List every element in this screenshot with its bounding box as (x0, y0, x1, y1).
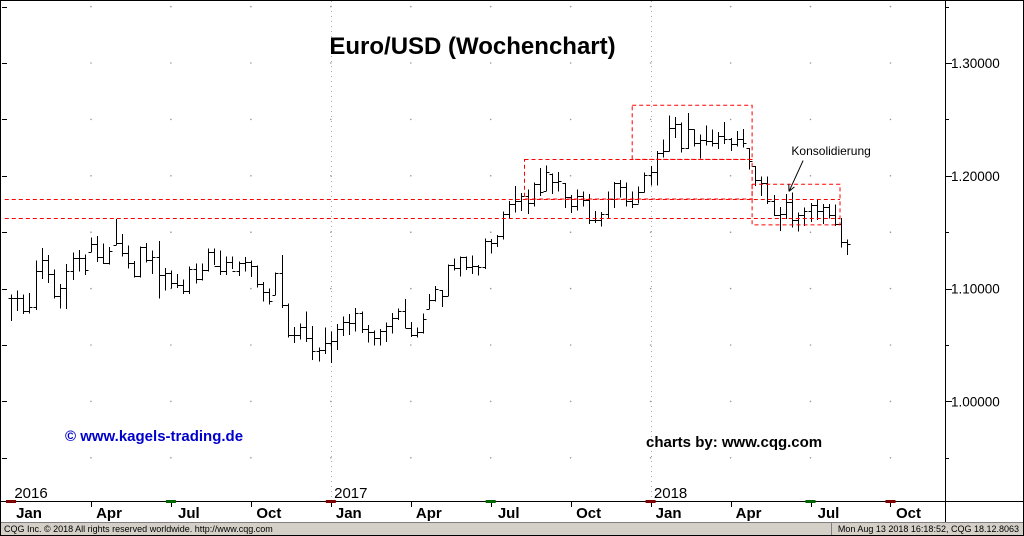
axis-period-marker (6, 500, 16, 503)
status-bar: CQG Inc. © 2018 All rights reserved worl… (1, 522, 1023, 535)
x-axis-month-label: Oct (896, 505, 921, 522)
axis-period-marker (485, 500, 496, 503)
x-axis-month-label: Jan (336, 505, 362, 522)
x-axis-month-label: Jul (818, 505, 840, 522)
axis-period-marker (805, 500, 816, 503)
axis-period-marker (645, 500, 656, 503)
price-bars (8, 113, 851, 364)
consolidation-annotation-label: Konsolidierung (791, 144, 871, 159)
chart-title: Euro/USD (Wochenchart) (329, 33, 616, 60)
kagels-trading-watermark: © www.kagels-trading.de (65, 428, 244, 445)
grid-dots (90, 1, 892, 501)
price-chart-canvas: 1.00000 1.10000 1.20000 1.30000 Jan Apr Jul Oct… (1, 1, 1023, 523)
axis-period-marker (165, 500, 176, 503)
axis-labels: 1.00000 1.10000 1.20000 1.30000 Jan Apr Jul Oct… (14, 56, 1000, 522)
cqg-credit-text: charts by: www.cqg.com (646, 434, 823, 451)
x-axis-month-label: Jan (16, 505, 42, 522)
consolidation-zone-rect (751, 183, 841, 226)
x-axis-month-label: Apr (416, 505, 442, 522)
x-axis-year-label: 2018 (654, 485, 687, 502)
price-scale-ticks (2, 7, 952, 459)
y-axis-price-label: 1.20000 (951, 169, 1000, 184)
x-axis-year-label: 2016 (14, 485, 47, 502)
axis-period-marker (325, 500, 336, 503)
axis-period-marker (885, 500, 896, 503)
y-axis-price-label: 1.30000 (951, 56, 1000, 71)
chart-plot-area[interactable] (1, 1, 944, 501)
x-axis-month-label: Apr (736, 505, 762, 522)
x-axis-month-label: Jan (656, 505, 682, 522)
x-axis-month-label: Oct (576, 505, 601, 522)
x-axis-year-label: 2017 (334, 485, 367, 502)
x-axis-month-label: Jul (498, 505, 520, 522)
x-axis-month-label: Jul (178, 505, 200, 522)
y-axis-price-label: 1.10000 (951, 282, 1000, 297)
annotation-layer (4, 104, 841, 226)
consolidation-zone-rect (631, 104, 753, 160)
statusbar-timestamp: Mon Aug 13 2018 16:18:52, CQG 18.12.8063 (830, 523, 1023, 535)
x-axis-month-label: Oct (256, 505, 281, 522)
annotation-arrow (788, 160, 804, 192)
y-axis-price-label: 1.00000 (951, 394, 1000, 409)
axes (1, 1, 1023, 523)
time-scale-ticks (91, 501, 891, 507)
statusbar-copyright: CQG Inc. © 2018 All rights reserved worl… (4, 524, 273, 534)
year-separator-lines (331, 1, 652, 501)
x-axis-month-label: Apr (96, 505, 122, 522)
